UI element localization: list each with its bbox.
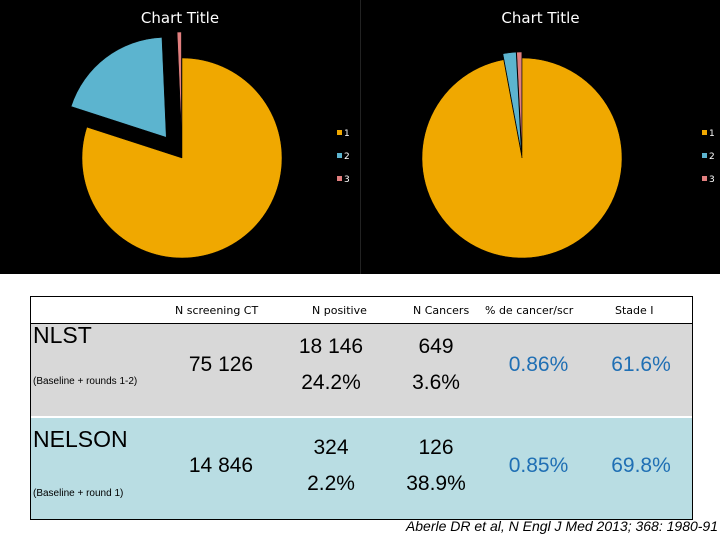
pie-slice-1 [81,57,283,259]
pie-slice-2 [502,51,522,153]
pie-slice-3 [176,31,182,133]
legend-swatch [702,153,707,158]
header-n-screening: N screening CT [175,304,259,317]
pie-slice-2 [70,37,167,138]
cell-cancers: 649 [418,335,454,358]
header-n-positive: N positive [312,304,367,317]
pie-chart-2-svg: 1 2 3 [421,51,715,259]
cell-cancer-rate: 0.86% [508,353,569,376]
cell-screening: 14 846 [188,454,254,477]
cell-cancers: 126 [418,436,454,459]
cell-positive-pct: 24.2% [301,371,361,394]
chart-title: Chart Title [140,9,220,27]
trial-name: NLST [33,322,92,348]
legend-label: 3 [709,175,715,185]
pie-slice-3 [516,51,523,153]
legend-label: 2 [709,152,715,162]
header-stage-1: Stade I [615,304,654,317]
header-n-cancers: N Cancers [413,304,470,317]
legend-swatch [702,130,707,135]
table-row-nelson: NELSON (Baseline + round 1) 14 846 324 2… [31,418,692,519]
cell-cancer-rate: 0.85% [508,454,569,477]
legend-label: 1 [709,129,715,139]
pie-chart-1: Chart Title 1 2 3 [0,0,361,274]
legend-swatch [702,176,707,181]
pie-slice-1 [421,57,623,259]
legend-swatch [337,153,342,158]
cell-cancers-pct: 3.6% [412,371,460,394]
legend-label: 1 [344,129,350,139]
pie-chart-2: Chart Title 1 2 3 [361,0,720,274]
cell-positive: 324 [313,436,349,459]
cell-cancers-pct: 38.9% [406,472,466,495]
legend-swatch [337,176,342,181]
trial-name: NELSON [33,426,128,452]
legend-label: 3 [344,175,350,185]
trial-subtitle: (Baseline + rounds 1-2) [33,376,138,387]
chart-title: Chart Title [501,9,580,27]
header-cancer-rate: % de cancer/scr [485,304,574,317]
screening-results-table: N screening CT N positive N Cancers % de… [30,296,693,520]
trial-subtitle: (Baseline + round 1) [33,488,124,499]
table-row-nlst: NLST (Baseline + rounds 1-2) 75 126 18 1… [31,322,692,418]
cell-positive-pct: 2.2% [307,472,355,495]
cell-stage-1: 69.8% [611,454,671,477]
legend-swatch [337,130,342,135]
cell-screening: 75 126 [188,353,254,376]
pie-chart-1-svg: 1 2 3 [70,31,350,259]
cell-positive: 18 146 [298,335,364,358]
table-header: N screening CT N positive N Cancers % de… [31,297,692,324]
citation: Aberle DR et al, N Engl J Med 2013; 368:… [405,518,718,534]
legend-label: 2 [344,152,350,162]
cell-stage-1: 61.6% [611,353,671,376]
